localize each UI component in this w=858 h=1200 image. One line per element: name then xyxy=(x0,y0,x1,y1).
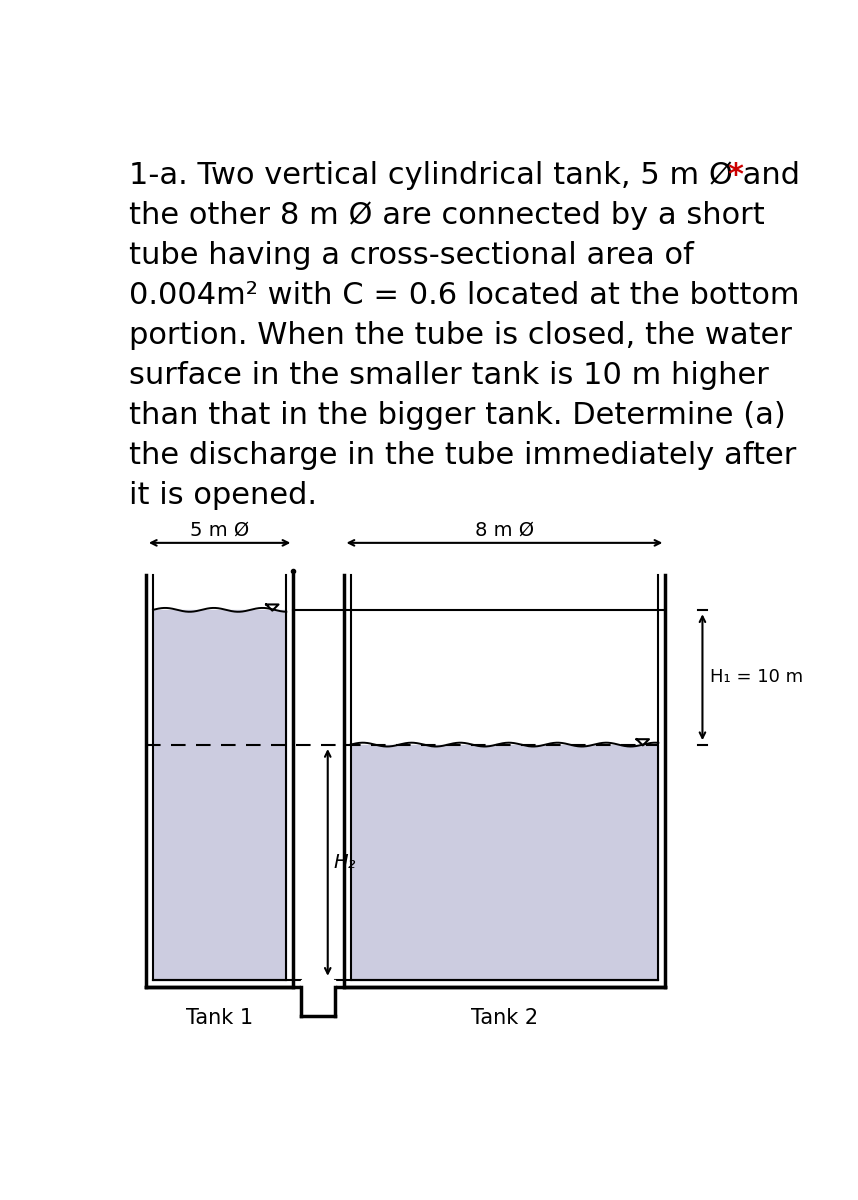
Text: 5 m Ø: 5 m Ø xyxy=(190,521,250,540)
Text: surface in the smaller tank is 10 m higher: surface in the smaller tank is 10 m high… xyxy=(129,361,769,390)
Text: 1-a. Two vertical cylindrical tank, 5 m Ø and: 1-a. Two vertical cylindrical tank, 5 m … xyxy=(129,161,800,190)
Text: *: * xyxy=(728,161,743,190)
Text: than that in the bigger tank. Determine (a): than that in the bigger tank. Determine … xyxy=(129,401,786,430)
Text: the discharge in the tube immediately after: the discharge in the tube immediately af… xyxy=(129,442,796,470)
Text: H₂: H₂ xyxy=(334,853,356,872)
Text: Tank 2: Tank 2 xyxy=(471,1008,538,1028)
Text: 8 m Ø: 8 m Ø xyxy=(474,521,534,540)
Text: portion. When the tube is closed, the water: portion. When the tube is closed, the wa… xyxy=(129,322,792,350)
Text: 0.004m² with C = 0.6 located at the bottom: 0.004m² with C = 0.6 located at the bott… xyxy=(129,281,800,310)
Text: H₁ = 10 m: H₁ = 10 m xyxy=(710,668,803,686)
Text: Tank 1: Tank 1 xyxy=(186,1008,253,1028)
Text: it is opened.: it is opened. xyxy=(129,481,317,510)
Text: the other 8 m Ø are connected by a short: the other 8 m Ø are connected by a short xyxy=(129,200,764,230)
Text: tube having a cross-sectional area of: tube having a cross-sectional area of xyxy=(129,241,694,270)
